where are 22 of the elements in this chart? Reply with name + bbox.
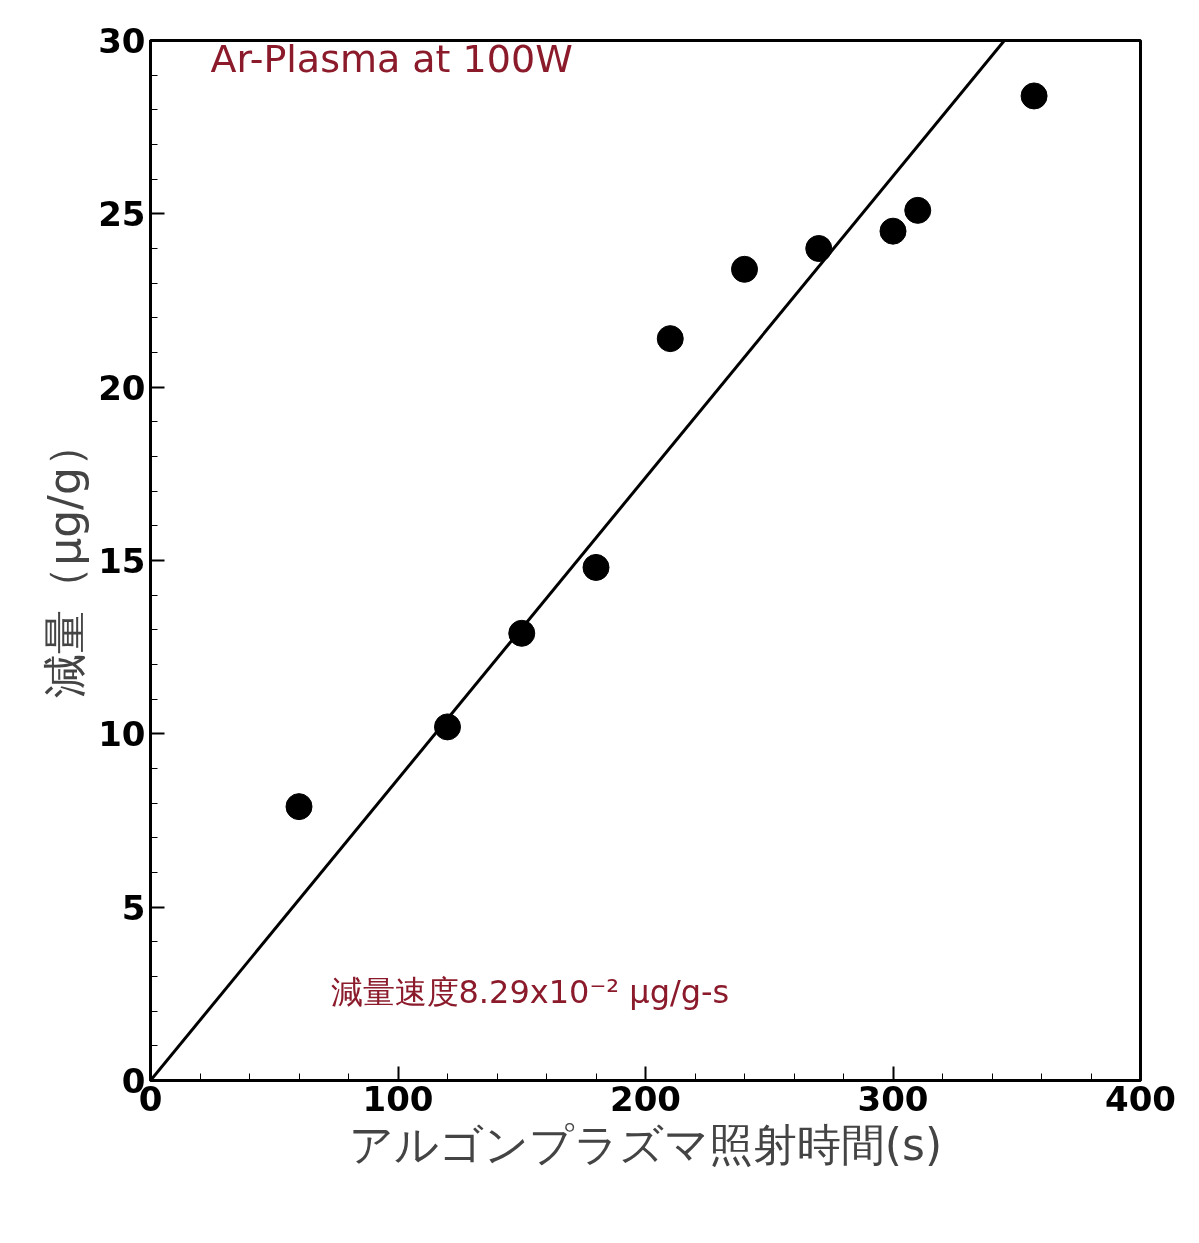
annotation: 減量速度8.29x10⁻² μg/g-s bbox=[330, 972, 730, 1011]
point bbox=[731, 255, 758, 283]
y-tick-label: 5 bbox=[121, 887, 146, 928]
y-tick-label: 25 bbox=[98, 194, 146, 235]
x-tick-label: 200 bbox=[610, 1078, 681, 1119]
y-axis-title: 減量（μg/g） bbox=[39, 423, 91, 698]
point bbox=[285, 793, 313, 821]
point bbox=[805, 235, 833, 262]
point bbox=[879, 217, 907, 245]
annotation: Ar-Plasma at 100W bbox=[210, 36, 573, 81]
x-tick-label: 100 bbox=[362, 1078, 434, 1119]
point bbox=[1020, 82, 1048, 110]
y-tick-label: 30 bbox=[98, 21, 146, 61]
x-axis-title: アルゴンプラズマ照射時間(s) bbox=[348, 1118, 943, 1170]
y-tick-label: 15 bbox=[98, 541, 146, 581]
y-tick-label: 10 bbox=[98, 714, 146, 755]
y-tick-label: 20 bbox=[98, 367, 146, 408]
point bbox=[582, 553, 610, 581]
x-tick-label: 300 bbox=[857, 1078, 929, 1119]
point bbox=[904, 196, 932, 224]
x-tick-label: 400 bbox=[1105, 1078, 1176, 1119]
point bbox=[656, 325, 684, 353]
